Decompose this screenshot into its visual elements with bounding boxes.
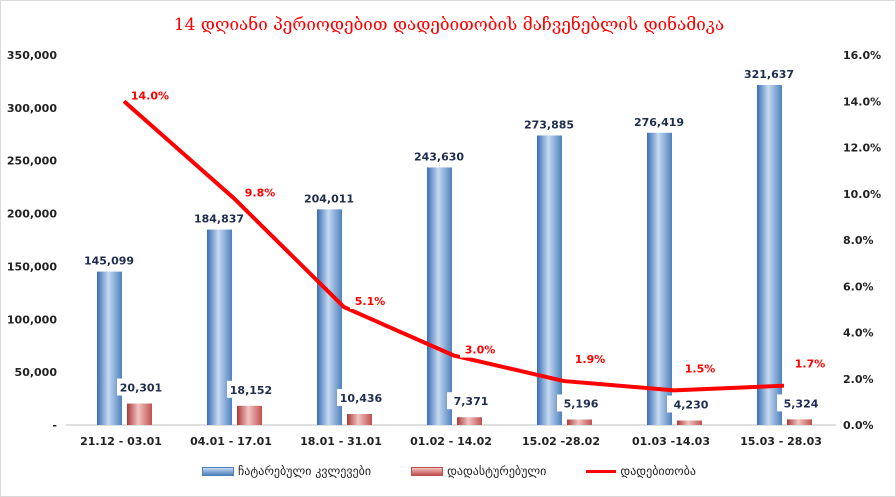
bar-tests bbox=[97, 271, 122, 425]
data-label-confirmed: 20,301 bbox=[120, 382, 162, 395]
y-tick-label: 250,000 bbox=[7, 155, 57, 168]
legend-label: ჩატარებული კვლევები bbox=[238, 464, 372, 478]
y-tick-label: 200,000 bbox=[7, 208, 57, 221]
data-label-confirmed: 10,436 bbox=[340, 392, 383, 405]
data-label-positivity: 9.8% bbox=[245, 186, 276, 199]
y2-tick-label: 6.0% bbox=[843, 280, 874, 293]
bar-confirmed bbox=[347, 413, 372, 425]
data-label-tests: 273,885 bbox=[524, 118, 574, 131]
line-label-bg bbox=[130, 87, 170, 104]
data-label-tests: 321,637 bbox=[744, 68, 794, 81]
y2-tick-label: 8.0% bbox=[843, 234, 874, 247]
y-tick-label: 50,000 bbox=[15, 366, 58, 379]
data-label-confirmed: 18,152 bbox=[230, 384, 272, 397]
x-tick-label: 01.02 - 14.02 bbox=[410, 435, 492, 448]
x-tick-label: 15.02 -28.02 bbox=[522, 435, 600, 448]
x-tick-label: 18.01 - 31.01 bbox=[300, 435, 382, 448]
legend: ჩატარებული კვლევები დადასტურებული დადები… bbox=[1, 464, 895, 478]
legend-swatch bbox=[202, 466, 235, 476]
data-label-tests: 243,630 bbox=[414, 150, 464, 163]
bar-confirmed bbox=[237, 405, 262, 425]
data-label-tests: 204,011 bbox=[304, 192, 354, 205]
data-label-bg bbox=[227, 380, 275, 398]
data-label-positivity: 3.0% bbox=[465, 344, 496, 357]
y2-tick-label: 4.0% bbox=[843, 327, 874, 340]
legend-item-tests: ჩატარებული კვლევები bbox=[202, 464, 371, 478]
line-label-bg bbox=[460, 341, 500, 358]
bar-tests bbox=[427, 167, 452, 425]
y2-tick-label: 0.0% bbox=[843, 419, 874, 432]
bar-confirmed bbox=[787, 419, 812, 425]
data-label-bg bbox=[447, 392, 495, 410]
data-label-confirmed: 5,196 bbox=[564, 398, 599, 411]
legend-item-confirmed: დადასტურებული bbox=[411, 464, 546, 478]
bar-confirmed bbox=[567, 419, 592, 425]
data-label-bg bbox=[337, 388, 385, 406]
data-label-confirmed: 4,230 bbox=[674, 399, 709, 412]
line-label-bg bbox=[350, 293, 390, 310]
data-label-positivity: 14.0% bbox=[131, 89, 169, 102]
y-tick-label: 300,000 bbox=[7, 102, 57, 115]
data-label-tests: 145,099 bbox=[84, 255, 134, 268]
data-label-tests: 276,419 bbox=[634, 116, 684, 129]
bar-confirmed bbox=[677, 420, 702, 425]
data-label-tests: 184,837 bbox=[194, 213, 244, 226]
y-tick-label: 150,000 bbox=[7, 260, 57, 273]
x-tick-label: 21.12 - 03.01 bbox=[80, 435, 162, 448]
legend-swatch bbox=[411, 466, 444, 476]
data-label-confirmed: 5,324 bbox=[784, 397, 819, 410]
y2-tick-label: 16.0% bbox=[843, 49, 881, 62]
data-label-confirmed: 7,371 bbox=[454, 395, 489, 408]
x-tick-label: 04.01 - 17.01 bbox=[190, 435, 272, 448]
y-tick-label: 350,000 bbox=[7, 49, 57, 62]
data-label-bg bbox=[667, 395, 715, 413]
data-label-positivity: 1.9% bbox=[575, 353, 606, 366]
y2-tick-label: 10.0% bbox=[843, 188, 881, 201]
y2-tick-label: 2.0% bbox=[843, 373, 874, 386]
data-label-positivity: 1.7% bbox=[795, 358, 826, 371]
legend-swatch bbox=[586, 469, 617, 473]
positivity-line bbox=[122, 99, 785, 393]
legend-label: დადასტურებული bbox=[447, 464, 547, 478]
line-label-bg bbox=[680, 360, 720, 377]
y-tick-label: 100,000 bbox=[7, 313, 57, 326]
x-tick-label: 01.03 -14.03 bbox=[632, 435, 710, 448]
bar-tests bbox=[757, 84, 782, 426]
y2-tick-label: 14.0% bbox=[843, 95, 881, 108]
line-label-bg bbox=[570, 351, 610, 368]
bar-tests bbox=[647, 132, 672, 425]
legend-label: დადებითობა bbox=[620, 464, 696, 478]
data-label-bg bbox=[117, 378, 165, 396]
data-label-positivity: 5.1% bbox=[355, 295, 386, 308]
data-label-positivity: 1.5% bbox=[685, 362, 716, 375]
data-label-bg bbox=[777, 394, 825, 412]
bar-confirmed bbox=[457, 417, 482, 425]
legend-item-positivity: დადებითობა bbox=[586, 464, 696, 478]
y2-tick-label: 12.0% bbox=[843, 142, 881, 155]
line-label-bg bbox=[790, 355, 830, 372]
y-tick-label: - bbox=[52, 419, 57, 432]
bar-confirmed bbox=[127, 403, 152, 425]
chart-title: 14 დღიანი პერიოდებით დადებითობის მაჩვენე… bbox=[173, 15, 725, 35]
x-tick-label: 15.03 - 28.03 bbox=[740, 435, 822, 448]
line-label-bg bbox=[240, 184, 280, 201]
data-label-bg bbox=[557, 394, 605, 412]
